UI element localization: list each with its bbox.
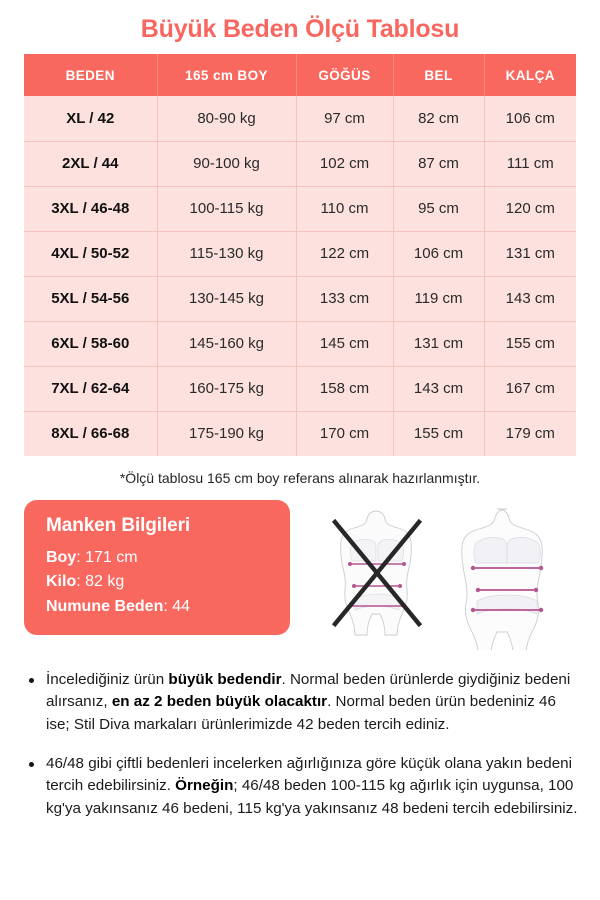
slim-body-icon <box>331 510 423 636</box>
size-table-container: BEDEN 165 cm BOY GÖĞÜS BEL KALÇA XL / 42 80-9… <box>0 54 600 456</box>
cell-value: 158 cm <box>296 366 394 412</box>
column-header-1: 165 cm BOY <box>157 54 297 96</box>
cell-size: 6XL / 58-60 <box>24 321 158 367</box>
note-emphasis: büyük bedendir <box>168 671 282 688</box>
cell-value: 143 cm <box>484 276 576 322</box>
model-info-value: : 82 kg <box>76 573 125 591</box>
cell-value: 122 cm <box>296 231 394 277</box>
note-text: . Normal beden ürünlerde giydiğiniz bede… <box>46 671 571 711</box>
note-text: 46/48 gibi çiftli bedenleri incelerken a… <box>46 755 572 795</box>
cell-value: 131 cm <box>393 321 485 367</box>
cell-value: 82 cm <box>393 96 485 142</box>
note-item: İncelediğiniz ürün büyük bedendir. Norma… <box>26 669 578 736</box>
cell-value: 160-175 kg <box>157 366 297 412</box>
size-table: BEDEN 165 cm BOY GÖĞÜS BEL KALÇA XL / 42 80-9… <box>24 54 576 456</box>
table-row: 5XL / 54-56 130-145 kg 133 cm 119 cm 143 cm <box>24 276 576 322</box>
table-row: 4XL / 50-52 115-130 kg 122 cm 106 cm 131 cm <box>24 231 576 277</box>
page-title: Büyük Beden Ölçü Tablosu <box>140 15 460 43</box>
cell-value: 119 cm <box>393 276 485 322</box>
cell-size: 5XL / 54-56 <box>24 276 158 322</box>
cell-value: 167 cm <box>484 366 576 412</box>
table-row: 3XL / 46-48 100-115 kg 110 cm 95 cm 120 cm <box>24 186 576 232</box>
table-header-row: BEDEN 165 cm BOY GÖĞÜS BEL KALÇA <box>24 54 576 96</box>
cell-value: 110 cm <box>296 186 394 232</box>
cell-value: 115-130 kg <box>157 231 297 277</box>
note-emphasis: en az 2 beden büyük olacaktır <box>111 693 328 711</box>
cell-value: 143 cm <box>393 366 485 412</box>
cell-size: 3XL / 46-48 <box>24 186 158 232</box>
cell-value: 120 cm <box>484 186 576 232</box>
table-header: BEDEN 165 cm BOY GÖĞÜS BEL KALÇA <box>24 54 576 96</box>
cell-size: XL / 42 <box>24 96 158 142</box>
note-item: 46/48 gibi çiftli bedenleri incelerken a… <box>26 753 578 820</box>
model-info-row: Kilo: 82 kg <box>46 570 290 594</box>
column-header-2: GÖĞÜS <box>296 54 394 96</box>
column-header-4: KALÇA <box>484 54 576 96</box>
model-info-row: Numune Beden: 44 <box>46 595 290 619</box>
table-row: XL / 42 80-90 kg 97 cm 82 cm 106 cm <box>24 96 576 142</box>
column-header-3: BEL <box>393 54 485 96</box>
cell-value: 130-145 kg <box>157 276 297 322</box>
table-footnote: *Ölçü tablosu 165 cm boy referans alınar… <box>119 470 481 486</box>
cell-value: 155 cm <box>484 321 576 367</box>
model-info-rows: Boy: 171 cm Kilo: 82 kg Numune Beden: 44 <box>46 546 290 619</box>
model-and-figures-section: Manken Bilgileri Boy: 171 cm Kilo: 82 kg N… <box>0 490 600 655</box>
cell-value: 97 cm <box>296 96 394 142</box>
note-text: İncelediğiniz ürün <box>46 671 169 688</box>
cell-value: 87 cm <box>393 141 485 187</box>
cell-value: 145-160 kg <box>157 321 297 367</box>
cell-value: 100-115 kg <box>157 186 297 232</box>
cell-value: 170 cm <box>296 411 394 456</box>
note-text: ; 46/48 beden 100-115 kg ağırlık için uy… <box>46 777 578 817</box>
cell-value: 102 cm <box>296 141 394 187</box>
model-info-row: Boy: 171 cm <box>46 546 290 570</box>
model-info-label: Numune Beden <box>46 597 164 615</box>
cell-value: 80-90 kg <box>157 96 297 142</box>
model-info-label: Boy <box>46 549 77 566</box>
cell-size: 4XL / 50-52 <box>24 231 158 277</box>
table-row: 6XL / 58-60 145-160 kg 145 cm 131 cm 155 cm <box>24 321 576 367</box>
cell-size: 8XL / 66-68 <box>24 411 158 456</box>
table-row: 8XL / 66-68 175-190 kg 170 cm 155 cm 179 cm <box>24 411 576 456</box>
cell-value: 179 cm <box>484 411 576 456</box>
model-info-value: : 44 <box>163 597 191 615</box>
column-header-0: BEDEN <box>24 54 158 96</box>
model-info-value: : 171 cm <box>76 549 138 566</box>
cell-value: 155 cm <box>393 411 485 456</box>
body-figures <box>290 500 576 650</box>
note-text: . Normal beden ürün bedeniniz 46 ise; St… <box>46 693 556 733</box>
note-emphasis: Örneğin <box>175 777 234 795</box>
cell-value: 106 cm <box>393 231 485 277</box>
table-body: XL / 42 80-90 kg 97 cm 82 cm 106 cm 2XL / 44 9… <box>24 96 576 456</box>
slim-body-figure-crossed-out <box>321 502 433 650</box>
plus-size-body-figure <box>451 502 563 650</box>
cross-out-icon <box>331 518 423 628</box>
notes-section: İncelediğiniz ürün büyük bedendir. Norma… <box>0 655 600 820</box>
cell-value: 90-100 kg <box>157 141 297 187</box>
model-info-label: Kilo <box>46 573 77 591</box>
table-row: 2XL / 44 90-100 kg 102 cm 87 cm 111 cm <box>24 141 576 187</box>
cell-value: 95 cm <box>393 186 485 232</box>
model-info-card: Manken Bilgileri Boy: 171 cm Kilo: 82 kg N… <box>24 500 290 635</box>
cell-value: 106 cm <box>484 96 576 142</box>
table-row: 7XL / 62-64 160-175 kg 158 cm 143 cm 167 cm <box>24 366 576 412</box>
cell-value: 175-190 kg <box>157 411 297 456</box>
notes-list: İncelediğiniz ürün büyük bedendir. Norma… <box>26 669 578 820</box>
cell-value: 133 cm <box>296 276 394 322</box>
cell-value: 131 cm <box>484 231 576 277</box>
cell-size: 2XL / 44 <box>24 141 158 187</box>
model-info-heading: Manken Bilgileri <box>46 515 191 536</box>
cell-value: 111 cm <box>484 141 576 187</box>
plus-size-body-icon <box>461 508 544 650</box>
cell-value: 145 cm <box>296 321 394 367</box>
cell-size: 7XL / 62-64 <box>24 366 158 412</box>
